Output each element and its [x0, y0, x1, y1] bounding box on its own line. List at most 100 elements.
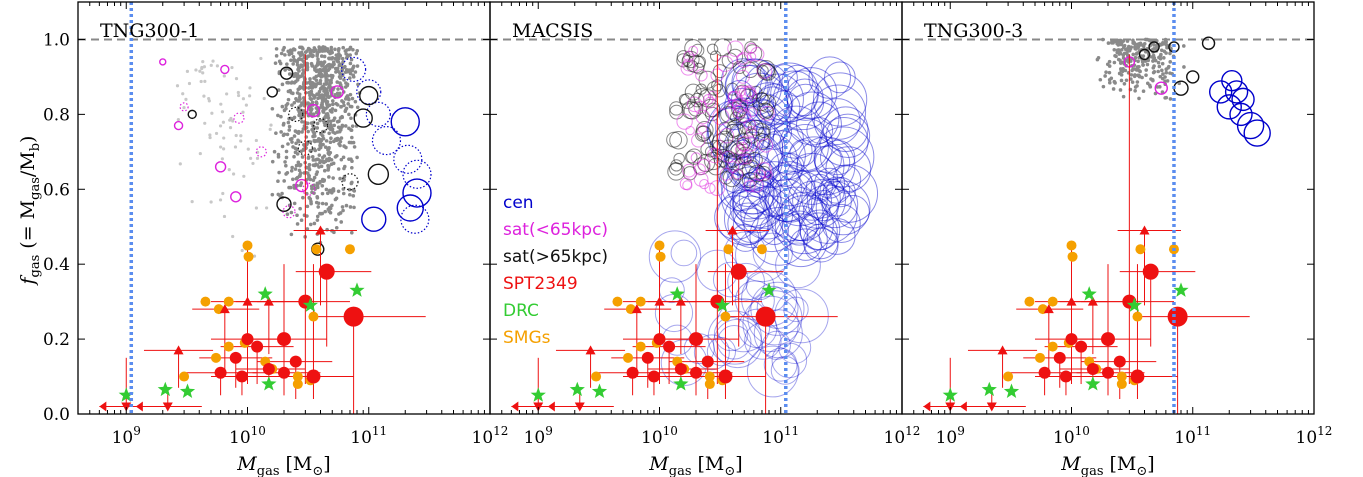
cen-circle	[732, 171, 775, 215]
x-axis-label: Mgas [M⊙]	[648, 453, 742, 477]
grey-point	[325, 47, 330, 51]
cen-circle	[390, 107, 420, 137]
cen-circle	[781, 64, 814, 97]
spt2349-limit-marker	[585, 345, 596, 355]
grey-point	[1125, 39, 1130, 43]
smg-point	[635, 296, 646, 307]
grey-point	[286, 120, 291, 125]
light-grey-point	[236, 90, 240, 95]
light-grey-point	[233, 145, 238, 149]
grey-point	[306, 129, 310, 134]
grey-point	[322, 54, 327, 59]
grey-point	[290, 80, 294, 84]
light-grey-point	[222, 214, 227, 219]
grey-point	[310, 100, 315, 105]
grey-point	[1133, 42, 1137, 46]
sat-inner-circle	[736, 52, 752, 68]
grey-point	[1141, 54, 1146, 58]
cen-circle	[750, 281, 805, 336]
y-tick-label: 0.0	[43, 405, 70, 425]
light-grey-point	[247, 94, 252, 98]
x-tick-label: 109	[112, 424, 141, 448]
light-grey-point	[256, 150, 260, 154]
grey-point	[337, 74, 342, 79]
sat-inner-circle	[693, 100, 708, 115]
grey-point	[1164, 67, 1169, 72]
sat-inner-circle	[718, 127, 735, 144]
sat-outer-circle	[669, 131, 688, 150]
grey-point	[341, 100, 346, 105]
grey-point	[1125, 51, 1129, 55]
grey-point	[315, 92, 320, 96]
sat-outer-circle	[755, 165, 772, 182]
grey-point	[346, 102, 350, 106]
grey-point	[348, 45, 353, 50]
sat-outer-circle	[666, 131, 683, 148]
grey-point	[1154, 46, 1159, 50]
grey-point	[292, 154, 296, 159]
light-grey-point	[249, 156, 253, 160]
grey-point	[328, 63, 332, 68]
light-grey-point	[182, 105, 186, 110]
x-ticks	[77, 2, 491, 415]
spt2349-point	[626, 366, 639, 379]
grey-point	[335, 153, 339, 158]
light-grey-point	[244, 103, 248, 107]
grey-point	[342, 65, 346, 70]
grey-point	[335, 103, 340, 107]
grey-point	[328, 51, 332, 56]
spt2349-limit-marker	[997, 345, 1008, 355]
smg-point	[292, 371, 303, 382]
grey-point	[270, 106, 275, 111]
spt2349-limit-marker	[242, 296, 253, 306]
grey-point	[331, 189, 336, 193]
grey-point	[353, 70, 358, 74]
grey-point	[287, 72, 292, 76]
grey-point	[296, 66, 301, 70]
light-grey-point	[254, 138, 258, 143]
grey-point	[341, 60, 345, 64]
light-grey-point	[251, 161, 255, 166]
grey-point	[336, 87, 340, 91]
cen-circle	[731, 223, 760, 252]
grey-point	[312, 96, 316, 100]
sat-inner-circle	[756, 162, 772, 178]
cen-circle	[777, 153, 805, 180]
grey-point	[312, 49, 316, 54]
grey-point	[1151, 66, 1156, 70]
grey-point	[343, 108, 348, 112]
grey-point	[307, 90, 311, 95]
grey-point	[1138, 69, 1142, 74]
cen-circle	[814, 167, 846, 199]
grey-point	[295, 75, 300, 79]
spt2349-limit-marker	[654, 296, 665, 306]
cen-circle	[805, 173, 833, 201]
sat-inner-circle	[719, 167, 733, 181]
grey-point	[1158, 54, 1163, 58]
sat-inner-circle	[695, 109, 711, 125]
cen-circle	[737, 99, 789, 151]
spt2349-limit-marker	[675, 296, 686, 306]
grey-point	[339, 105, 343, 109]
sat-outer-circle	[266, 86, 278, 98]
sat-inner-circle	[693, 172, 709, 187]
drc-point	[942, 387, 958, 402]
sat-inner-circle	[686, 96, 703, 113]
grey-point	[318, 95, 322, 100]
grey-point	[1121, 94, 1126, 99]
grey-point	[328, 140, 333, 145]
grey-point	[345, 48, 349, 52]
sat-inner-circle	[697, 124, 708, 134]
grey-point	[312, 131, 316, 136]
cen-circle	[783, 205, 820, 242]
smg-point	[723, 244, 734, 255]
grey-point	[310, 54, 315, 59]
light-grey-point	[240, 248, 244, 253]
grey-point	[321, 136, 326, 141]
grey-point	[332, 123, 337, 128]
sat-outer-circle	[713, 38, 732, 57]
grey-point	[312, 175, 317, 180]
cen-circle	[781, 124, 829, 172]
grey-point	[305, 214, 309, 218]
smg-point	[704, 371, 715, 382]
